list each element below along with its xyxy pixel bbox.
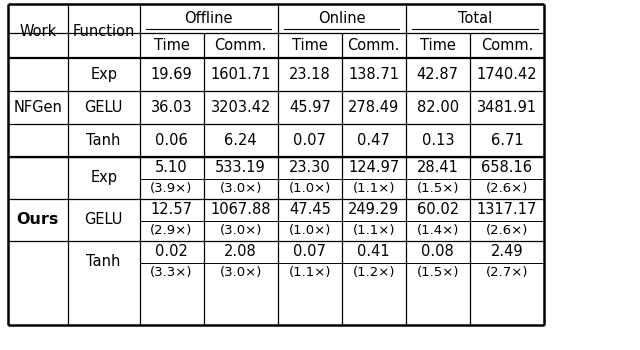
Text: 124.97: 124.97 bbox=[348, 160, 399, 175]
Text: 1601.71: 1601.71 bbox=[211, 67, 271, 82]
Text: Online: Online bbox=[318, 11, 365, 26]
Text: (1.1×): (1.1×) bbox=[353, 224, 395, 237]
Text: (3.9×): (3.9×) bbox=[150, 182, 193, 195]
Text: (2.6×): (2.6×) bbox=[486, 182, 528, 195]
Text: (1.5×): (1.5×) bbox=[417, 266, 459, 279]
Text: NFGen: NFGen bbox=[13, 100, 62, 115]
Text: 0.47: 0.47 bbox=[357, 133, 390, 148]
Text: 1317.17: 1317.17 bbox=[477, 202, 537, 217]
Text: 82.00: 82.00 bbox=[417, 100, 459, 115]
Text: 42.87: 42.87 bbox=[417, 67, 459, 82]
Text: Work: Work bbox=[19, 24, 56, 38]
Text: Comm.: Comm. bbox=[348, 38, 400, 53]
Text: Comm.: Comm. bbox=[214, 38, 267, 53]
Text: 0.07: 0.07 bbox=[293, 244, 326, 259]
Text: 138.71: 138.71 bbox=[348, 67, 399, 82]
Text: Offline: Offline bbox=[184, 11, 233, 26]
Text: Time: Time bbox=[154, 38, 189, 53]
Text: 0.08: 0.08 bbox=[421, 244, 454, 259]
Text: 0.13: 0.13 bbox=[422, 133, 454, 148]
Text: GELU: GELU bbox=[84, 100, 123, 115]
Text: 60.02: 60.02 bbox=[417, 202, 459, 217]
Text: 19.69: 19.69 bbox=[150, 67, 193, 82]
Text: (3.3×): (3.3×) bbox=[150, 266, 193, 279]
Text: 1067.88: 1067.88 bbox=[211, 202, 271, 217]
Text: (1.4×): (1.4×) bbox=[417, 224, 459, 237]
Text: 0.07: 0.07 bbox=[293, 133, 326, 148]
Text: 6.71: 6.71 bbox=[491, 133, 523, 148]
Text: 2.49: 2.49 bbox=[491, 244, 523, 259]
Text: 3481.91: 3481.91 bbox=[477, 100, 537, 115]
Text: 36.03: 36.03 bbox=[150, 100, 193, 115]
Text: Tanh: Tanh bbox=[86, 254, 121, 269]
Text: (2.6×): (2.6×) bbox=[486, 224, 528, 237]
Text: (3.0×): (3.0×) bbox=[220, 266, 262, 279]
Text: 12.57: 12.57 bbox=[150, 202, 193, 217]
Text: (2.7×): (2.7×) bbox=[486, 266, 528, 279]
Text: 249.29: 249.29 bbox=[348, 202, 399, 217]
Text: GELU: GELU bbox=[84, 212, 123, 227]
Text: 2.08: 2.08 bbox=[224, 244, 257, 259]
Text: Time: Time bbox=[292, 38, 328, 53]
Text: (3.0×): (3.0×) bbox=[220, 224, 262, 237]
Text: 5.10: 5.10 bbox=[156, 160, 188, 175]
Text: (1.1×): (1.1×) bbox=[353, 182, 395, 195]
Text: Tanh: Tanh bbox=[86, 133, 121, 148]
Text: Ours: Ours bbox=[17, 212, 59, 227]
Text: (1.1×): (1.1×) bbox=[289, 266, 331, 279]
Text: (1.2×): (1.2×) bbox=[353, 266, 395, 279]
Text: 658.16: 658.16 bbox=[481, 160, 532, 175]
Text: (1.0×): (1.0×) bbox=[289, 224, 331, 237]
Text: 23.18: 23.18 bbox=[289, 67, 331, 82]
Text: Time: Time bbox=[420, 38, 456, 53]
Text: 28.41: 28.41 bbox=[417, 160, 459, 175]
Text: 6.24: 6.24 bbox=[225, 133, 257, 148]
Text: Exp: Exp bbox=[90, 67, 117, 82]
Text: 1740.42: 1740.42 bbox=[477, 67, 537, 82]
Text: 0.06: 0.06 bbox=[155, 133, 188, 148]
Text: 0.02: 0.02 bbox=[155, 244, 188, 259]
Text: (1.5×): (1.5×) bbox=[417, 182, 459, 195]
Text: (3.0×): (3.0×) bbox=[220, 182, 262, 195]
Text: Comm.: Comm. bbox=[481, 38, 533, 53]
Text: Total: Total bbox=[458, 11, 492, 26]
Text: Exp: Exp bbox=[90, 170, 117, 185]
Text: 45.97: 45.97 bbox=[289, 100, 331, 115]
Text: 3203.42: 3203.42 bbox=[211, 100, 271, 115]
Text: 278.49: 278.49 bbox=[348, 100, 399, 115]
Text: Function: Function bbox=[72, 24, 135, 38]
Text: 0.41: 0.41 bbox=[358, 244, 390, 259]
Text: (2.9×): (2.9×) bbox=[150, 224, 193, 237]
Text: 533.19: 533.19 bbox=[215, 160, 266, 175]
Text: 23.30: 23.30 bbox=[289, 160, 331, 175]
Text: 47.45: 47.45 bbox=[289, 202, 331, 217]
Text: (1.0×): (1.0×) bbox=[289, 182, 331, 195]
